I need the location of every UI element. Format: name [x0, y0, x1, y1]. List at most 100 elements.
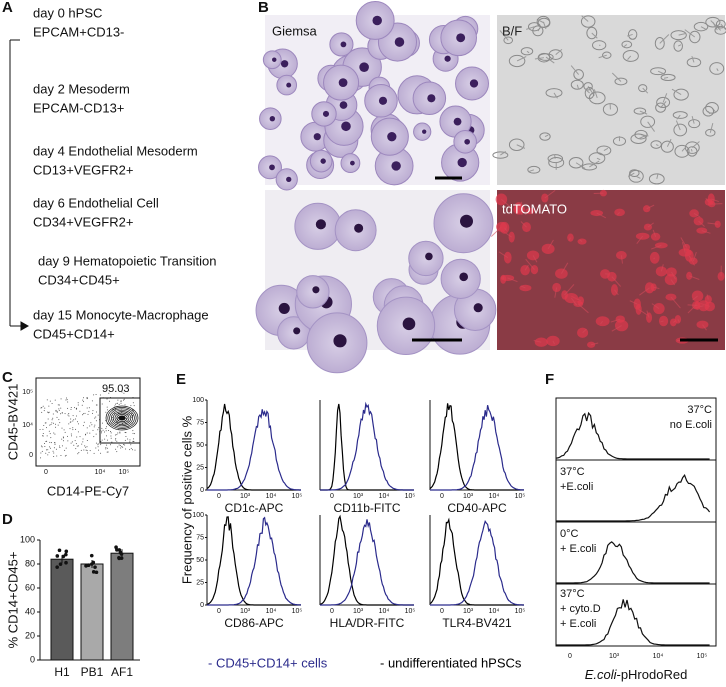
process — [656, 173, 659, 179]
cell — [596, 145, 612, 156]
point — [119, 552, 124, 556]
uptake-curve — [556, 473, 711, 522]
nucleus — [320, 158, 326, 164]
event — [85, 433, 87, 435]
process — [603, 147, 609, 151]
process — [711, 198, 719, 203]
condition-label: 37°C — [560, 588, 585, 600]
event — [110, 444, 112, 446]
point — [55, 554, 60, 558]
process — [611, 325, 622, 332]
event — [101, 422, 103, 424]
event — [115, 439, 117, 441]
event — [63, 437, 65, 439]
process — [500, 151, 506, 156]
process — [600, 320, 604, 325]
nucleus — [354, 223, 364, 233]
cd45cd14-curve — [207, 516, 301, 606]
x-label-rest: -pHrodoRed — [616, 667, 687, 682]
event — [40, 457, 42, 459]
process — [639, 110, 648, 115]
process — [611, 72, 622, 82]
event — [70, 421, 72, 423]
step-text: day 15 Monocyte-Macrophage — [33, 307, 209, 322]
event — [125, 418, 127, 420]
x-tick-label: 10³ — [240, 608, 251, 615]
cell — [688, 119, 701, 129]
event — [53, 432, 55, 434]
event — [84, 445, 86, 447]
event — [129, 441, 131, 443]
event — [45, 452, 47, 454]
event — [92, 429, 94, 431]
nucleus — [350, 160, 355, 166]
event — [72, 415, 74, 417]
y-tick-label: 80 — [25, 558, 35, 568]
y-tick-label: 0 — [200, 602, 204, 609]
event — [58, 409, 60, 411]
event — [72, 420, 74, 422]
nucleus — [338, 78, 348, 88]
y-tick-label: 100 — [20, 534, 35, 544]
event — [77, 402, 79, 404]
event — [120, 400, 122, 402]
process — [542, 21, 547, 30]
event — [49, 424, 51, 426]
cell — [693, 21, 709, 32]
cell — [583, 82, 593, 91]
event — [61, 445, 63, 447]
event — [98, 427, 100, 429]
event — [117, 432, 119, 434]
nucleus — [469, 79, 479, 88]
panel-label: A — [2, 0, 13, 16]
process — [681, 146, 687, 152]
step-text: CD45+CD14+ — [33, 326, 115, 341]
cell — [705, 128, 716, 137]
event — [62, 440, 64, 442]
event — [100, 440, 102, 442]
process — [671, 88, 682, 96]
cd45cd14-curve — [430, 520, 524, 606]
micrographs — [255, 1, 726, 374]
event — [47, 418, 49, 420]
x-tick-label: 10⁵ — [292, 608, 303, 615]
process — [598, 54, 607, 59]
nucleus — [313, 133, 321, 141]
uptake-curve — [555, 411, 710, 460]
event — [45, 422, 47, 424]
event — [89, 450, 91, 452]
cell — [683, 243, 691, 251]
undiff-curve — [429, 403, 524, 491]
cell — [697, 300, 710, 312]
event — [125, 448, 127, 450]
nucleus — [402, 317, 416, 331]
event — [93, 452, 95, 454]
cell — [537, 52, 551, 63]
event — [82, 397, 84, 399]
nucleus — [387, 132, 397, 142]
cell — [702, 105, 715, 117]
event — [68, 413, 70, 415]
event — [63, 429, 65, 431]
process — [675, 120, 681, 131]
point — [64, 552, 68, 557]
event — [131, 416, 133, 418]
event — [97, 444, 99, 446]
event — [94, 417, 96, 419]
event — [64, 413, 66, 415]
condition-label: 0°C — [560, 528, 579, 540]
event — [107, 451, 109, 453]
gate-value: 95.03 — [102, 383, 130, 395]
contour — [105, 405, 139, 431]
marker-label: CD1c-APC — [225, 501, 284, 515]
process — [653, 286, 660, 290]
undiff-curve — [206, 403, 301, 491]
event — [101, 430, 103, 432]
process — [647, 121, 655, 132]
event — [109, 400, 111, 402]
event — [75, 415, 77, 417]
process — [555, 48, 563, 55]
condition-label: + E.coli — [560, 618, 596, 630]
cell — [655, 266, 667, 277]
event — [47, 454, 49, 456]
